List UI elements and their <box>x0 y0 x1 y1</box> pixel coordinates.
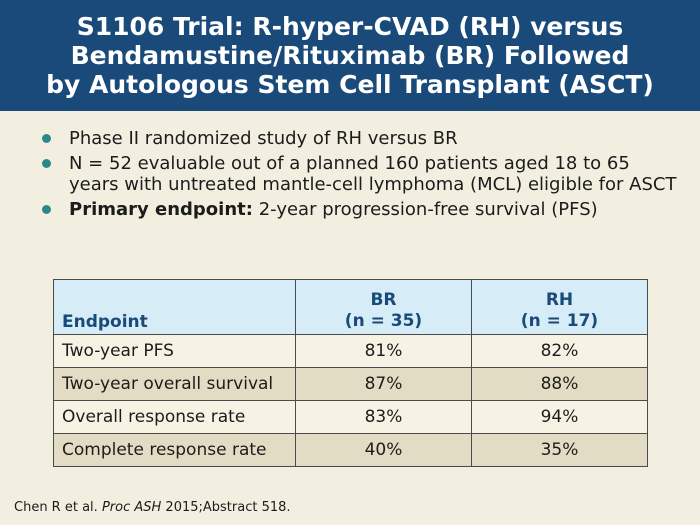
citation-journal: Proc ASH <box>101 500 162 515</box>
rh-value: 35% <box>471 433 648 467</box>
row-label: Two-year PFS <box>53 334 296 368</box>
br-value: 40% <box>295 433 472 467</box>
header-rh: RH (n = 17) <box>471 279 648 335</box>
bullet-text: N = 52 evaluable out of a planned 160 pa… <box>69 153 677 195</box>
table-header-row: Endpoint BR (n = 35) RH (n = 17) <box>53 279 648 335</box>
br-value: 81% <box>295 334 472 368</box>
header-br: BR (n = 35) <box>295 279 472 335</box>
header-br-name: BR <box>370 290 397 310</box>
rh-value: 88% <box>471 367 648 401</box>
bullet-text: 2-year progression-free survival (PFS) <box>252 199 598 220</box>
citation: Chen R et al. Proc ASH 2015;Abstract 518… <box>14 500 291 515</box>
bullet-dot-icon <box>42 205 51 214</box>
citation-details: 2015;Abstract 518. <box>165 500 291 515</box>
table-row: Overall response rate 83% 94% <box>53 400 648 434</box>
title-line-1: S1106 Trial: R-hyper-CVAD (RH) versus <box>76 12 624 41</box>
bullet-bold-label: Primary endpoint: <box>69 199 253 220</box>
row-label: Overall response rate <box>53 400 296 434</box>
table-row: Two-year PFS 81% 82% <box>53 334 648 368</box>
rh-value: 94% <box>471 400 648 434</box>
title-line-3: by Autologous Stem Cell Transplant (ASCT… <box>46 70 654 99</box>
bullet-dot-icon <box>42 159 51 168</box>
results-table: Endpoint BR (n = 35) RH (n = 17) Two-yea… <box>53 279 648 467</box>
bullet-list: Phase II randomized study of RH versus B… <box>40 128 680 224</box>
row-label: Two-year overall survival <box>53 367 296 401</box>
table-row: Complete response rate 40% 35% <box>53 433 648 467</box>
bullet-text: Phase II randomized study of RH versus B… <box>69 128 458 149</box>
bullet-item-population: N = 52 evaluable out of a planned 160 pa… <box>40 153 680 195</box>
br-value: 83% <box>295 400 472 434</box>
title-line-2: Bendamustine/Rituximab (BR) Followed <box>70 41 630 70</box>
bullet-dot-icon <box>42 134 51 143</box>
slide-title: S1106 Trial: R-hyper-CVAD (RH) versus Be… <box>46 12 654 99</box>
rh-value: 82% <box>471 334 648 368</box>
header-br-n: (n = 35) <box>344 311 423 331</box>
row-label: Complete response rate <box>53 433 296 467</box>
header-endpoint: Endpoint <box>53 279 296 335</box>
header-rh-name: RH <box>545 290 574 310</box>
br-value: 87% <box>295 367 472 401</box>
bullet-item-study-design: Phase II randomized study of RH versus B… <box>40 128 680 149</box>
citation-authors: Chen R et al. <box>14 500 98 515</box>
title-bar: S1106 Trial: R-hyper-CVAD (RH) versus Be… <box>0 0 700 111</box>
bullet-item-primary-endpoint: Primary endpoint: 2-year progression-fre… <box>40 199 680 220</box>
header-rh-n: (n = 17) <box>520 311 599 331</box>
table-row: Two-year overall survival 87% 88% <box>53 367 648 401</box>
